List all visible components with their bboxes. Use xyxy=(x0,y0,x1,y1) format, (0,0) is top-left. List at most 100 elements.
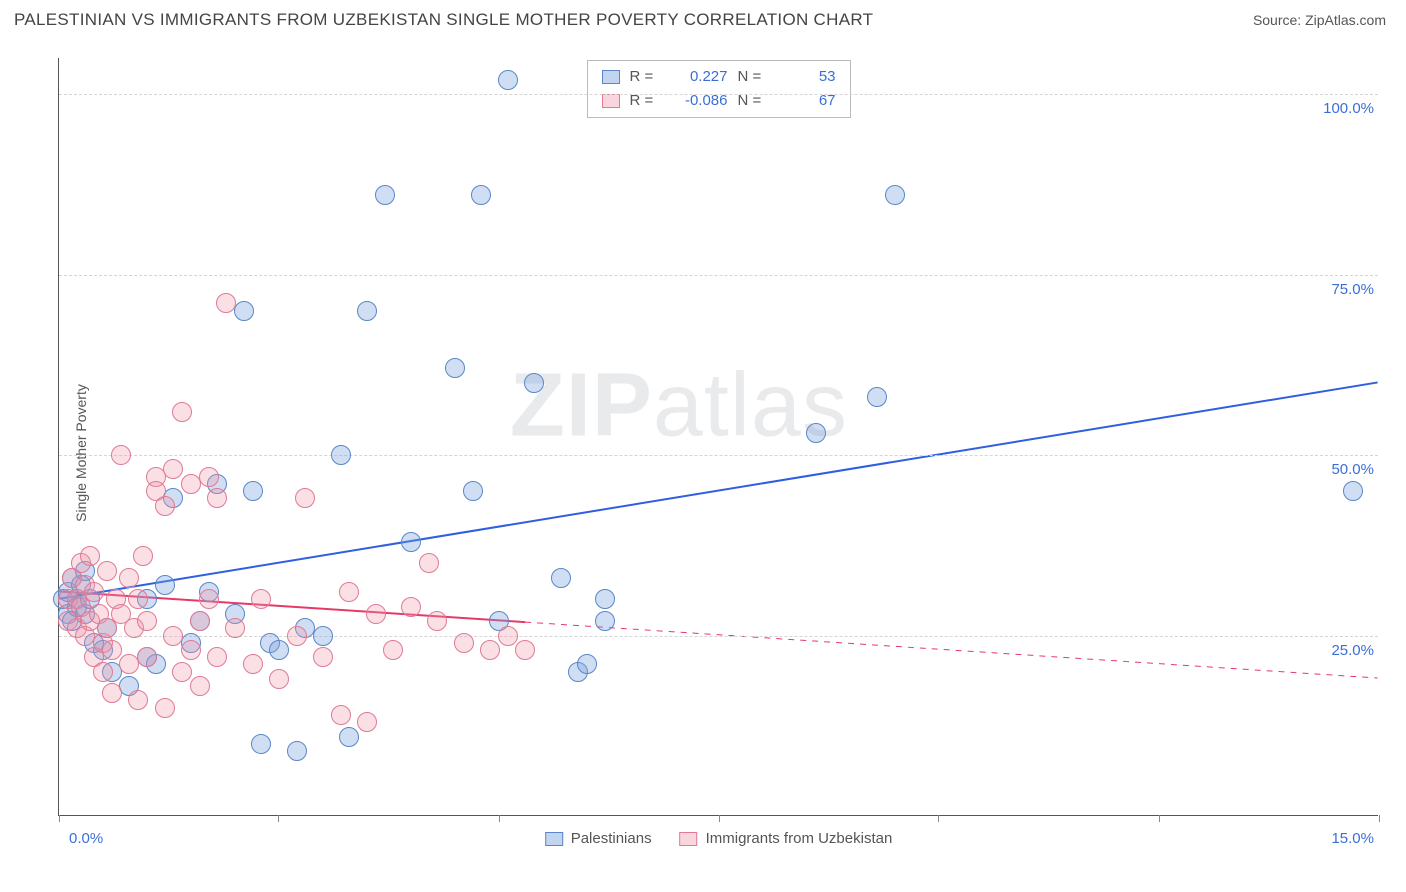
legend-item-palestinians: Palestinians xyxy=(545,830,652,847)
data-point xyxy=(806,423,826,443)
data-point xyxy=(181,640,201,660)
source-prefix: Source: xyxy=(1253,12,1305,28)
legend-item-uzbekistan: Immigrants from Uzbekistan xyxy=(680,830,893,847)
data-point xyxy=(515,640,535,660)
n-value-uzbekistan: 67 xyxy=(776,89,836,113)
chart: Single Mother Poverty ZIPatlas R = 0.227… xyxy=(40,48,1390,858)
x-tickmark xyxy=(938,815,939,822)
y-tick-label: 25.0% xyxy=(1331,642,1374,659)
data-point xyxy=(375,185,395,205)
data-point xyxy=(199,467,219,487)
x-tickmark xyxy=(59,815,60,822)
source: Source: ZipAtlas.com xyxy=(1253,12,1386,28)
data-point xyxy=(243,481,263,501)
y-tick-label: 75.0% xyxy=(1331,281,1374,298)
data-point xyxy=(128,690,148,710)
data-point xyxy=(155,575,175,595)
swatch-blue-icon xyxy=(602,70,620,84)
data-point xyxy=(269,669,289,689)
data-point xyxy=(498,70,518,90)
data-point xyxy=(133,546,153,566)
data-point xyxy=(190,676,210,696)
chart-title: PALESTINIAN VS IMMIGRANTS FROM UZBEKISTA… xyxy=(14,10,873,30)
data-point xyxy=(427,611,447,631)
x-tickmark xyxy=(1159,815,1160,822)
swatch-pink-icon xyxy=(680,832,698,846)
data-point xyxy=(383,640,403,660)
data-point xyxy=(243,654,263,674)
gridline xyxy=(59,275,1378,276)
gridline xyxy=(59,636,1378,637)
legend-row-palestinians: R = 0.227 N = 53 xyxy=(602,65,836,89)
data-point xyxy=(119,568,139,588)
data-point xyxy=(357,712,377,732)
r-value-uzbekistan: -0.086 xyxy=(668,89,728,113)
x-tickmark xyxy=(1379,815,1380,822)
x-tick-min: 0.0% xyxy=(69,830,103,847)
data-point xyxy=(524,373,544,393)
data-point xyxy=(163,459,183,479)
data-point xyxy=(401,532,421,552)
data-point xyxy=(102,683,122,703)
data-point xyxy=(313,647,333,667)
gridline xyxy=(59,94,1378,95)
trend-lines xyxy=(59,58,1378,815)
data-point xyxy=(111,445,131,465)
header: PALESTINIAN VS IMMIGRANTS FROM UZBEKISTA… xyxy=(0,0,1406,36)
data-point xyxy=(251,589,271,609)
legend-row-uzbekistan: R = -0.086 N = 67 xyxy=(602,89,836,113)
data-point xyxy=(1343,481,1363,501)
y-tick-label: 100.0% xyxy=(1323,100,1374,117)
data-point xyxy=(234,301,254,321)
x-tickmark xyxy=(719,815,720,822)
data-point xyxy=(366,604,386,624)
data-point xyxy=(885,185,905,205)
data-point xyxy=(401,597,421,617)
data-point xyxy=(454,633,474,653)
data-point xyxy=(357,301,377,321)
data-point xyxy=(331,705,351,725)
data-point xyxy=(172,662,192,682)
data-point xyxy=(498,626,518,646)
plot-area: ZIPatlas R = 0.227 N = 53 R = -0.086 N =… xyxy=(58,58,1378,816)
data-point xyxy=(480,640,500,660)
r-value-palestinians: 0.227 xyxy=(668,65,728,89)
data-point xyxy=(595,589,615,609)
data-point xyxy=(295,488,315,508)
data-point xyxy=(551,568,571,588)
data-point xyxy=(155,698,175,718)
data-point xyxy=(867,387,887,407)
data-point xyxy=(313,626,333,646)
data-point xyxy=(577,654,597,674)
data-point xyxy=(102,640,122,660)
data-point xyxy=(331,445,351,465)
data-point xyxy=(463,481,483,501)
data-point xyxy=(163,626,183,646)
data-point xyxy=(207,488,227,508)
data-point xyxy=(190,611,210,631)
x-tick-max: 15.0% xyxy=(1331,830,1374,847)
watermark: ZIPatlas xyxy=(510,355,848,458)
source-link[interactable]: ZipAtlas.com xyxy=(1305,12,1386,28)
data-point xyxy=(93,662,113,682)
data-point xyxy=(595,611,615,631)
data-point xyxy=(207,647,227,667)
data-point xyxy=(339,582,359,602)
series-legend: Palestinians Immigrants from Uzbekistan xyxy=(545,830,893,847)
x-tickmark xyxy=(278,815,279,822)
data-point xyxy=(419,553,439,573)
data-point xyxy=(471,185,491,205)
data-point xyxy=(445,358,465,378)
data-point xyxy=(287,626,307,646)
data-point xyxy=(199,589,219,609)
data-point xyxy=(287,741,307,761)
swatch-blue-icon xyxy=(545,832,563,846)
data-point xyxy=(339,727,359,747)
data-point xyxy=(80,546,100,566)
x-tickmark xyxy=(499,815,500,822)
n-value-palestinians: 53 xyxy=(776,65,836,89)
data-point xyxy=(172,402,192,422)
data-point xyxy=(84,582,104,602)
data-point xyxy=(155,496,175,516)
y-tick-label: 50.0% xyxy=(1331,461,1374,478)
